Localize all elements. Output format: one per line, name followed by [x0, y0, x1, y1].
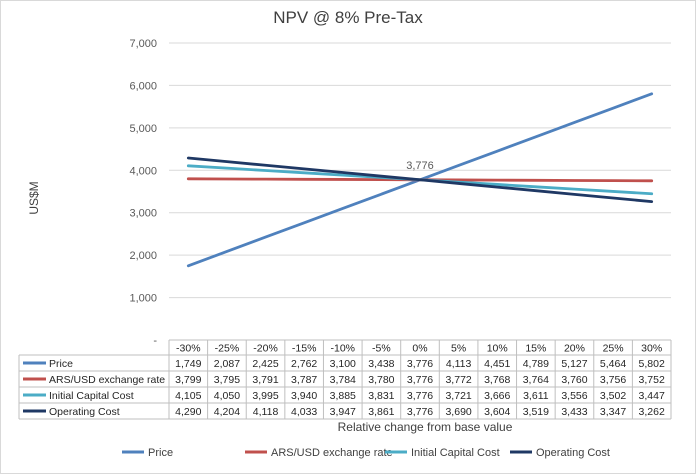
table-cell: 3,947 [330, 406, 356, 418]
y-axis-title: US$M [27, 181, 41, 214]
table-cell: 3,861 [368, 406, 394, 418]
y-tick-label: 1,000 [129, 293, 157, 305]
data-label-annotation: 3,776 [406, 160, 434, 172]
table-cell: 3,721 [445, 390, 471, 402]
y-tick-label: 2,000 [129, 250, 157, 262]
table-cell: 5,802 [639, 358, 665, 370]
table-cell: 3,780 [368, 374, 394, 386]
table-cell: 3,100 [330, 358, 356, 370]
table-cell: 3,502 [600, 390, 626, 402]
series-line-3 [186, 156, 654, 203]
legend-label: ARS/USD exchange rate [271, 447, 393, 459]
table-cell: 3,776 [407, 406, 433, 418]
table-cell: 4,290 [175, 406, 201, 418]
table-cell: 4,105 [175, 390, 201, 402]
x-tick-label: -5% [372, 343, 391, 355]
table-cell: 3,262 [639, 406, 665, 418]
table-cell: 2,425 [252, 358, 278, 370]
legend-label: Operating Cost [536, 447, 610, 459]
x-tick-label: -25% [215, 343, 240, 355]
table-cell: 3,787 [291, 374, 317, 386]
table-cell: 5,464 [600, 358, 626, 370]
table-cell: 3,995 [252, 390, 278, 402]
x-tick-label: 20% [564, 343, 585, 355]
table-series-name: Operating Cost [49, 406, 120, 418]
table-cell: 2,762 [291, 358, 317, 370]
table-cell: 4,050 [214, 390, 240, 402]
x-tick-label: 10% [487, 343, 508, 355]
table-series-name: ARS/USD exchange rate [49, 374, 165, 386]
table-cell: 3,611 [523, 390, 549, 402]
x-axis-title: Relative change from base value [338, 420, 513, 434]
table-cell: 3,447 [639, 390, 665, 402]
table-cell: 3,604 [484, 406, 510, 418]
x-tick-label: 25% [603, 343, 624, 355]
table-cell: 3,433 [561, 406, 587, 418]
table-cell: 4,113 [446, 358, 472, 370]
table-series-name: Initial Capital Cost [49, 390, 134, 402]
x-tick-label: 0% [412, 343, 427, 355]
table-cell: 5,127 [561, 358, 587, 370]
table-cell: 3,791 [252, 374, 278, 386]
table-cell: 4,451 [484, 358, 510, 370]
table-cell: 3,784 [330, 374, 356, 386]
table-cell: 3,940 [291, 390, 317, 402]
x-tick-label: -15% [292, 343, 317, 355]
table-cell: 3,772 [445, 374, 471, 386]
y-tick-label: 6,000 [129, 80, 157, 92]
table-cell: 1,749 [175, 358, 201, 370]
table-cell: 3,438 [368, 358, 394, 370]
y-tick-label: 5,000 [129, 123, 157, 135]
table-cell: 3,768 [484, 374, 510, 386]
table-cell: 3,795 [214, 374, 240, 386]
table-cell: 3,347 [600, 406, 626, 418]
table-cell: 3,760 [561, 374, 587, 386]
table-cell: 3,752 [639, 374, 665, 386]
x-tick-label: -20% [253, 343, 278, 355]
table-cell: 3,764 [523, 374, 549, 386]
table-cell: 3,776 [407, 390, 433, 402]
table-cell: 4,789 [523, 358, 549, 370]
table-cell: 3,831 [368, 390, 394, 402]
x-tick-label: 5% [451, 343, 466, 355]
y-tick-label: 3,000 [129, 208, 157, 220]
table-cell: 3,666 [484, 390, 510, 402]
table-cell: 3,776 [407, 358, 433, 370]
chart-title: NPV @ 8% Pre-Tax [273, 8, 423, 27]
table-cell: 3,885 [330, 390, 356, 402]
table-cell: 3,519 [523, 406, 549, 418]
legend-label: Initial Capital Cost [411, 447, 500, 459]
x-tick-label: -30% [176, 343, 201, 355]
table-series-name: Price [49, 358, 73, 370]
x-tick-label: 30% [641, 343, 662, 355]
table-cell: 3,799 [175, 374, 201, 386]
table-cell: 4,204 [214, 406, 240, 418]
legend-label: Price [148, 447, 173, 459]
table-cell: 3,776 [407, 374, 433, 386]
y-tick-label: - [153, 335, 157, 347]
y-tick-label: 4,000 [129, 165, 157, 177]
x-tick-label: 15% [525, 343, 546, 355]
y-tick-label: 7,000 [129, 38, 157, 50]
table-cell: 2,087 [214, 358, 240, 370]
table-cell: 4,118 [253, 406, 279, 418]
table-cell: 3,556 [561, 390, 587, 402]
table-cell: 3,690 [445, 406, 471, 418]
x-tick-label: -10% [331, 343, 356, 355]
table-cell: 3,756 [600, 374, 626, 386]
table-cell: 4,033 [291, 406, 317, 418]
